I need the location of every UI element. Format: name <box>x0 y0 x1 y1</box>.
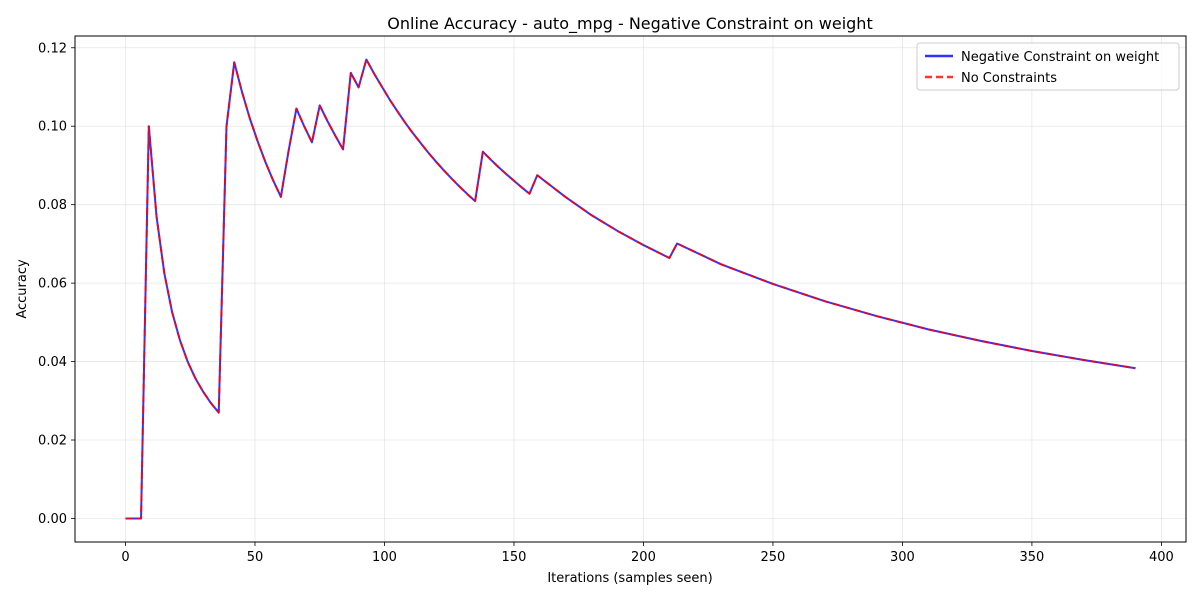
legend-label-no-constraints: No Constraints <box>961 71 1057 86</box>
series-line-negative-constraint-on-weight <box>125 58 1136 520</box>
chart-title: Online Accuracy - auto_mpg - Negative Co… <box>387 14 872 34</box>
legend-box <box>916 42 1180 91</box>
y-tick-label: 0.02 <box>38 434 67 449</box>
x-tick-label: 300 <box>890 550 915 565</box>
legend-label-negative-constraint: Negative Constraint on weight <box>961 50 1159 65</box>
y-axis-label: Accuracy <box>15 259 30 319</box>
y-tick-label: 0.00 <box>38 512 67 527</box>
grid <box>75 36 1186 542</box>
x-axis: 0 50 100 150 200 250 300 350 400 <box>121 542 1174 565</box>
x-tick-label: 0 <box>121 550 129 565</box>
series-layer <box>125 58 1136 520</box>
x-axis-label: Iterations (samples seen) <box>547 571 712 586</box>
x-tick-label: 350 <box>1019 550 1044 565</box>
x-tick-label: 400 <box>1149 550 1174 565</box>
plot-frame <box>74 35 1187 543</box>
y-tick-label: 0.12 <box>38 41 67 56</box>
legend: Negative Constraint on weight No Constra… <box>916 42 1180 91</box>
y-tick-label: 0.06 <box>38 277 67 292</box>
x-tick-label: 100 <box>372 550 397 565</box>
y-axis: 0.00 0.02 0.04 0.06 0.08 0.10 0.12 <box>38 41 75 527</box>
x-tick-label: 150 <box>502 550 527 565</box>
x-tick-label: 200 <box>631 550 656 565</box>
y-tick-label: 0.10 <box>38 120 67 135</box>
series-line-no-constraints <box>125 58 1136 520</box>
x-tick-label: 250 <box>761 550 786 565</box>
x-tick-label: 50 <box>247 550 264 565</box>
y-tick-label: 0.08 <box>38 198 67 213</box>
y-tick-label: 0.04 <box>38 355 67 370</box>
